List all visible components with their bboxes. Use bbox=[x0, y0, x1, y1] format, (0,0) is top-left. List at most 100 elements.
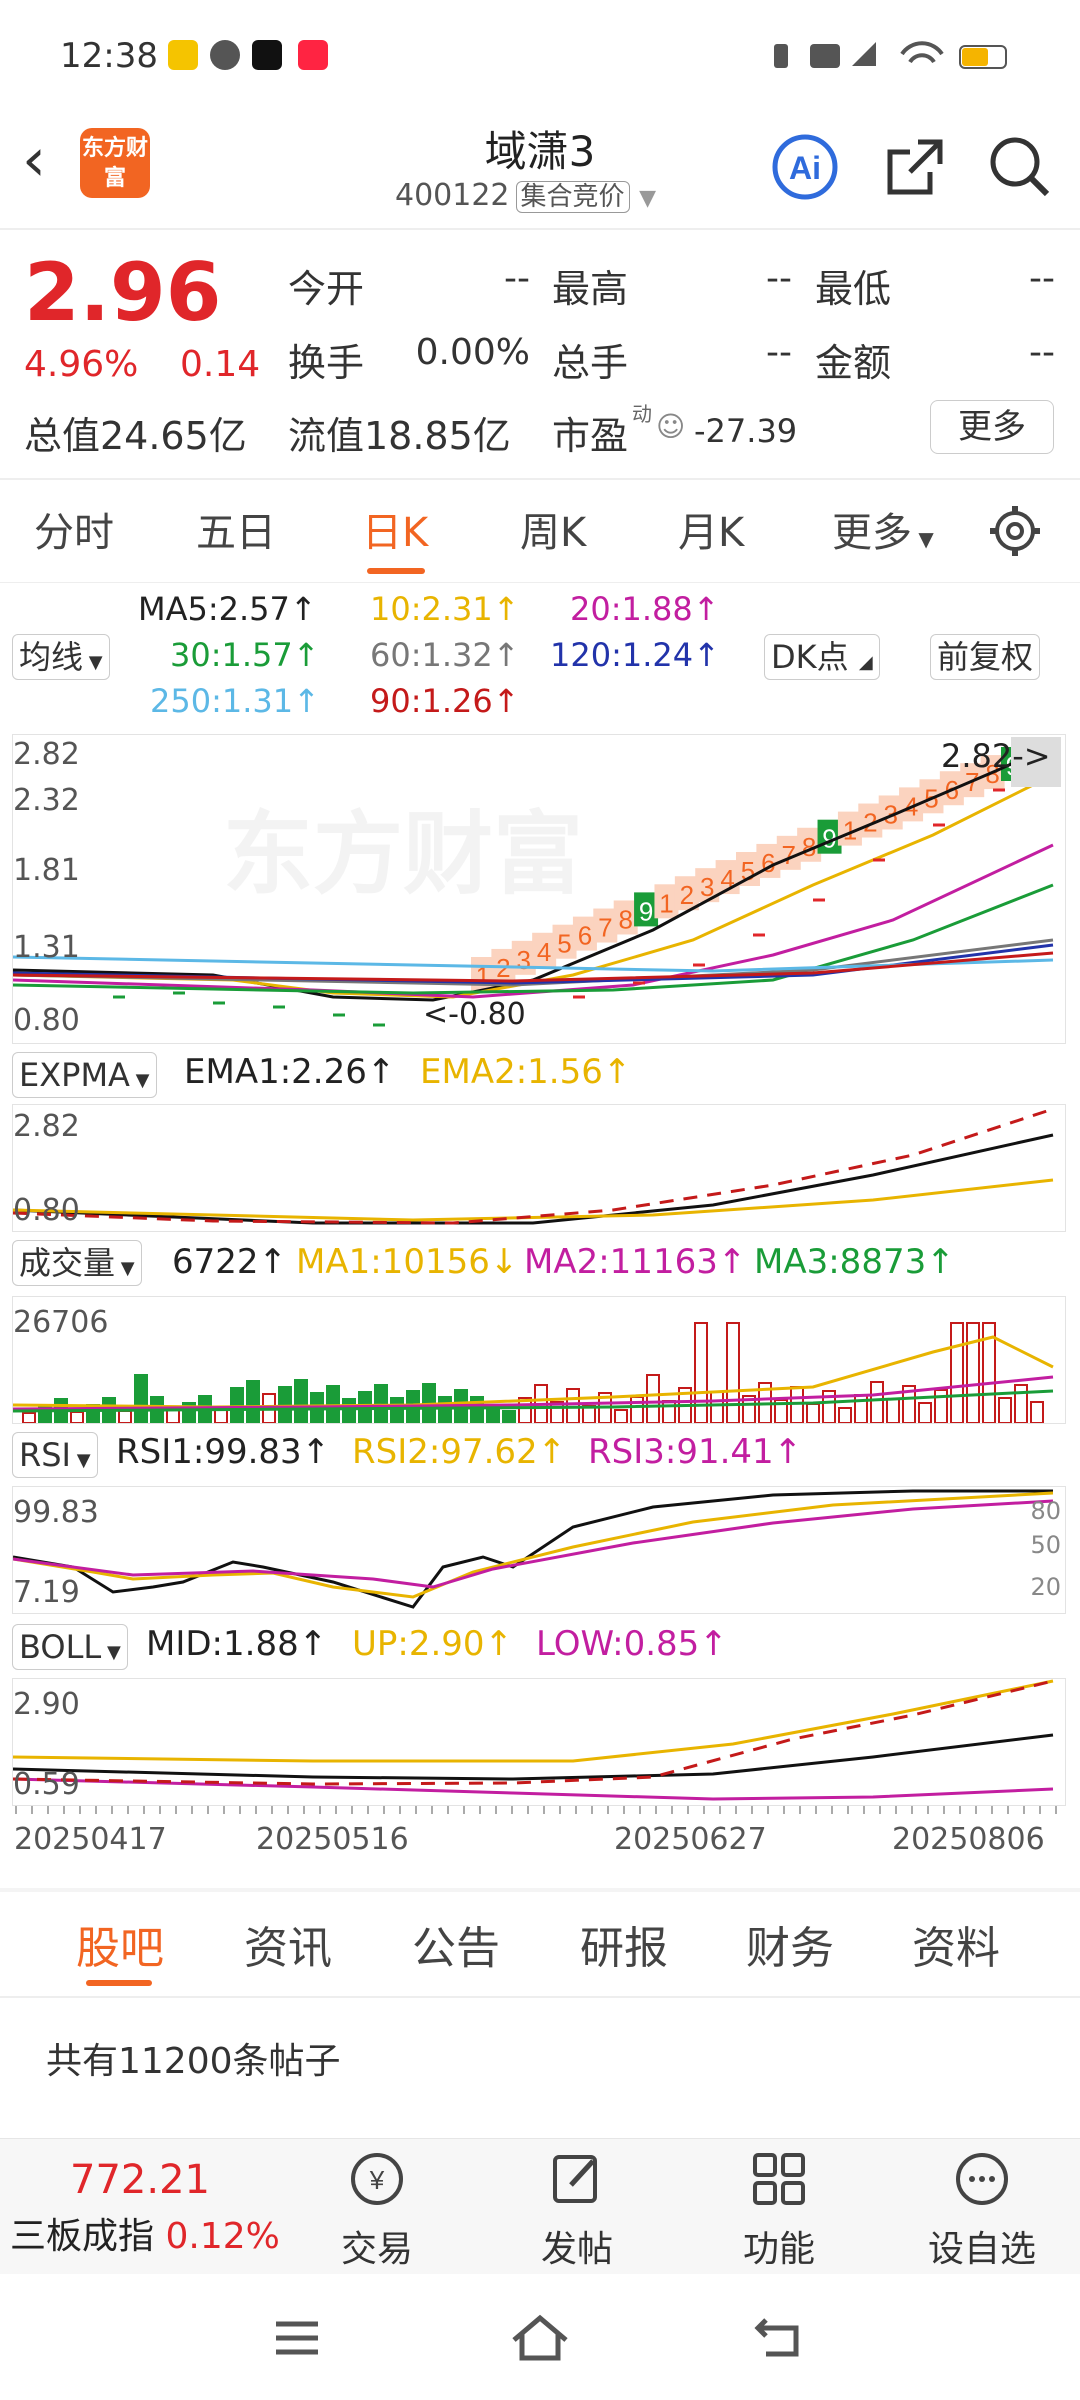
svg-text:¥: ¥ bbox=[369, 2165, 385, 2195]
index-value: 772.21 bbox=[70, 2157, 210, 2203]
index-percent: 0.12% bbox=[165, 2216, 280, 2257]
share-icon[interactable] bbox=[880, 132, 950, 202]
expma-chart[interactable]: 2.82 0.80 bbox=[12, 1104, 1066, 1232]
watch-label: 设自选 bbox=[927, 2229, 1036, 2270]
ai-icon[interactable]: Ai bbox=[770, 132, 840, 202]
y-label-3: 1.81 bbox=[13, 853, 80, 888]
tab-intraday[interactable]: 分时 bbox=[34, 510, 114, 556]
sequence-number: 4 bbox=[537, 937, 551, 967]
index-widget[interactable]: 772.21 三板成指 0.12% bbox=[0, 2157, 290, 2259]
ma-selector-label: 均线 bbox=[19, 638, 84, 676]
tab-more[interactable]: 更多 ▼ bbox=[832, 510, 934, 556]
sequence-number: 6 bbox=[761, 848, 775, 878]
dropdown-icon[interactable]: ▼ bbox=[639, 186, 657, 211]
post-button[interactable]: 发帖 bbox=[522, 2147, 632, 2272]
volume-bar bbox=[502, 1410, 516, 1424]
tab-monthly-k[interactable]: 月K bbox=[678, 510, 745, 556]
volume-bar bbox=[806, 1403, 820, 1424]
trade-button[interactable]: ¥ 交易 bbox=[322, 2147, 432, 2272]
ma250-value: 250:1.31↑ bbox=[150, 682, 320, 720]
settings-gear-icon[interactable] bbox=[988, 504, 1042, 558]
tab-news[interactable]: 资讯 bbox=[244, 1923, 332, 1974]
post-count: 共有11200条帖子 bbox=[46, 2041, 341, 2082]
tab-guba[interactable]: 股吧 bbox=[76, 1923, 164, 1974]
tab-daily-k[interactable]: 日K bbox=[362, 510, 429, 556]
info-icon[interactable]: ☺ bbox=[656, 410, 686, 443]
rsi-level-20: 20 bbox=[1030, 1573, 1061, 1601]
ma30-value: 30:1.57↑ bbox=[170, 636, 320, 674]
tab-weekly-k[interactable]: 周K bbox=[520, 510, 587, 556]
tab-profile[interactable]: 资料 bbox=[912, 1923, 1000, 1974]
sequence-box bbox=[736, 852, 760, 886]
low-value: -- bbox=[1029, 258, 1055, 299]
amount-value: -- bbox=[1029, 332, 1055, 373]
volume-selector[interactable]: 成交量 ▼ bbox=[12, 1240, 142, 1286]
menu-icon[interactable] bbox=[272, 2318, 322, 2358]
volume-bar bbox=[390, 1397, 404, 1424]
adjust-button[interactable]: 前复权 bbox=[930, 634, 1041, 680]
boll-mid: MID:1.88↑ bbox=[146, 1624, 328, 1664]
volume-value: -- bbox=[766, 332, 792, 373]
change-percent: 4.96% bbox=[24, 344, 139, 385]
index-row: 三板成指 0.12% bbox=[0, 2207, 290, 2259]
watermark: 东方财富 bbox=[223, 805, 583, 905]
sequence-box bbox=[572, 916, 597, 951]
function-button[interactable]: 功能 bbox=[724, 2147, 834, 2272]
back-nav-icon[interactable] bbox=[752, 2314, 808, 2360]
ma90-value: 90:1.26↑ bbox=[370, 682, 520, 720]
y-label-4: 1.31 bbox=[13, 930, 80, 965]
volume-bar bbox=[998, 1397, 1012, 1424]
tab-finance[interactable]: 财务 bbox=[746, 1923, 834, 1974]
rsi-chart[interactable]: 99.83 7.19 80 50 20 bbox=[12, 1486, 1066, 1614]
ma-selector[interactable]: 均线 ▼ bbox=[12, 634, 110, 680]
turnover-label: 换手 bbox=[288, 341, 365, 385]
ma90-line bbox=[12, 951, 1054, 983]
boll-selector[interactable]: BOLL ▼ bbox=[12, 1624, 128, 1670]
status-icons bbox=[774, 41, 1007, 69]
volume-bar bbox=[166, 1409, 180, 1424]
tab-five-day[interactable]: 五日 bbox=[196, 510, 276, 556]
expma-selector[interactable]: EXPMA ▼ bbox=[12, 1052, 157, 1098]
boll-selector-label: BOLL bbox=[19, 1628, 102, 1666]
sequence-box bbox=[613, 900, 638, 935]
tab-research[interactable]: 研报 bbox=[580, 1923, 668, 1974]
app-icon bbox=[210, 40, 240, 70]
boll-y-top: 2.90 bbox=[13, 1687, 80, 1722]
volume-bar bbox=[790, 1386, 804, 1424]
ema2-value: EMA2:1.56↑ bbox=[420, 1052, 632, 1092]
status-bar: 12:38 bbox=[0, 0, 1080, 110]
expma-y-bottom: 0.80 bbox=[13, 1193, 80, 1228]
stock-code: 400122 集合竞价 ▼ bbox=[395, 176, 656, 213]
sequence-number: 9 bbox=[639, 896, 653, 926]
kline-chart[interactable]: 东方财富 123456789123456789123456789 2.82 2.… bbox=[12, 734, 1066, 1044]
rsi-selector[interactable]: RSI ▼ bbox=[12, 1432, 98, 1478]
volume-bar bbox=[1014, 1384, 1028, 1424]
volume-bar bbox=[694, 1322, 708, 1424]
sequence-number: 7 bbox=[598, 913, 612, 943]
tab-announcements[interactable]: 公告 bbox=[412, 1923, 500, 1974]
search-icon[interactable] bbox=[985, 132, 1055, 202]
post-edit-icon bbox=[553, 2155, 597, 2203]
y-label-2: 2.32 bbox=[13, 783, 80, 818]
boll-chart[interactable]: 2.90 0.59 bbox=[12, 1678, 1066, 1806]
sequence-number: 8 bbox=[802, 832, 816, 862]
ma30-line bbox=[12, 883, 1054, 995]
more-button[interactable]: 更多 bbox=[930, 400, 1054, 454]
min-label: <-0.80 bbox=[423, 997, 526, 1032]
ma10-line bbox=[12, 773, 1054, 999]
home-icon[interactable] bbox=[508, 2312, 572, 2362]
volume-bar bbox=[246, 1380, 260, 1424]
expma-svg bbox=[12, 1107, 1054, 1225]
back-icon[interactable]: ‹ bbox=[22, 125, 46, 195]
sequence-number: 6 bbox=[578, 921, 592, 951]
volume-bar bbox=[70, 1411, 84, 1424]
ma20-value: 20:1.88↑ bbox=[570, 590, 720, 628]
volume-chart[interactable]: 26706 bbox=[12, 1296, 1066, 1424]
boll-svg bbox=[12, 1679, 1054, 1801]
boll-y-bottom: 0.59 bbox=[13, 1767, 80, 1802]
add-watchlist-button[interactable]: 设自选 bbox=[912, 2147, 1052, 2272]
volume-bar bbox=[918, 1402, 932, 1424]
volume-bar bbox=[134, 1374, 148, 1424]
dk-point-button[interactable]: DK点 ◢ bbox=[764, 634, 880, 680]
bottom-toolbar: 772.21 三板成指 0.12% ¥ 交易 发帖 功能 设自选 bbox=[0, 2138, 1080, 2275]
